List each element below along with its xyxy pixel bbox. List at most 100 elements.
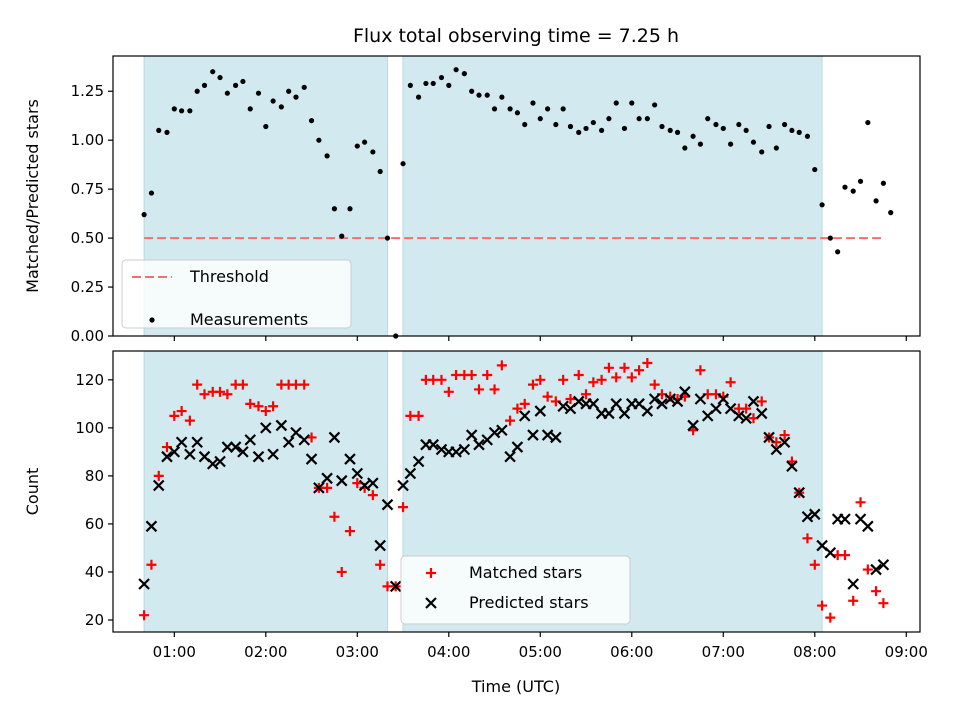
data-point — [331, 206, 338, 212]
data-point — [603, 407, 615, 420]
data-point — [473, 384, 484, 395]
data-point — [550, 431, 562, 444]
data-point — [674, 129, 681, 135]
data-point — [809, 508, 821, 521]
data-point — [407, 82, 413, 88]
data-point — [301, 84, 307, 90]
data-point — [201, 82, 208, 88]
y-tick-label: 120 — [75, 371, 104, 389]
data-point — [839, 550, 850, 561]
y-tick-label: 20 — [85, 611, 104, 629]
data-point — [171, 106, 177, 112]
data-point — [482, 370, 493, 381]
data-point — [229, 441, 242, 453]
data-point — [812, 166, 818, 173]
data-point — [329, 511, 340, 522]
data-point — [759, 149, 765, 155]
data-point — [629, 100, 635, 106]
data-point — [717, 393, 730, 405]
data-point — [176, 406, 187, 417]
data-point — [659, 123, 665, 130]
data-point — [649, 379, 660, 390]
legend: Threshold Measurements — [121, 259, 352, 329]
data-point — [618, 407, 631, 420]
x-tick-label: 04:00 — [427, 643, 470, 661]
data-point — [848, 595, 859, 606]
data-point — [728, 141, 734, 147]
x-tick-label: 07:00 — [702, 643, 745, 661]
data-point — [358, 479, 371, 492]
data-point — [750, 139, 757, 145]
data-point — [682, 145, 688, 151]
data-point — [275, 419, 288, 432]
panel-ratio: 0.00 0.25 0.50 0.75 1.00 1.25 Matched/Predicte… — [23, 55, 921, 345]
data-point — [381, 498, 394, 511]
data-point — [519, 398, 530, 409]
data-point — [489, 384, 500, 395]
data-point — [747, 395, 760, 408]
data-point — [558, 374, 569, 385]
data-point — [367, 490, 378, 501]
data-point — [217, 74, 223, 81]
data-point — [252, 450, 265, 463]
data-point — [496, 360, 507, 371]
data-point — [224, 90, 230, 96]
data-point — [138, 578, 150, 590]
data-point — [169, 410, 180, 421]
data-point — [847, 578, 859, 590]
data-point — [796, 129, 802, 135]
data-point — [588, 377, 599, 388]
data-point — [199, 389, 210, 400]
data-point — [778, 436, 791, 449]
data-point — [384, 235, 391, 241]
legend-label: Matched stars — [469, 563, 582, 582]
data-point — [313, 482, 325, 494]
data-point — [221, 441, 234, 453]
data-point — [469, 88, 475, 94]
data-point — [152, 479, 165, 492]
data-point — [862, 564, 873, 575]
data-point — [465, 429, 478, 441]
data-point — [610, 398, 623, 410]
data-point — [237, 446, 249, 458]
data-point — [210, 69, 216, 75]
data-point — [175, 436, 188, 449]
data-point — [842, 184, 848, 190]
y-axis-label: Count — [23, 468, 42, 516]
data-point — [192, 379, 203, 390]
data-point — [476, 92, 482, 98]
data-point — [244, 434, 257, 446]
data-point — [736, 121, 742, 128]
data-point — [786, 460, 798, 473]
data-point — [690, 133, 696, 139]
data-point — [336, 566, 347, 577]
data-point — [804, 133, 811, 139]
data-point — [156, 127, 162, 134]
data-point — [652, 102, 658, 108]
data-point — [247, 106, 253, 112]
data-point — [443, 386, 454, 397]
chart-title: Flux total observing time = 7.25 h — [353, 25, 679, 47]
y-tick-label: 60 — [85, 515, 104, 533]
data-point — [801, 510, 814, 523]
data-point — [522, 121, 528, 128]
data-point — [507, 106, 513, 112]
data-point — [888, 210, 894, 216]
data-point — [641, 405, 654, 417]
legend: Matched stars Predicted stars — [400, 555, 631, 625]
data-point — [557, 400, 569, 413]
data-point — [344, 453, 356, 465]
data-point — [865, 119, 871, 126]
data-point — [293, 94, 299, 100]
data-point — [773, 145, 779, 151]
data-point — [153, 470, 164, 481]
data-point — [339, 233, 345, 239]
data-point — [412, 455, 425, 468]
data-point — [825, 612, 836, 623]
data-point — [671, 395, 684, 408]
data-point — [324, 153, 330, 159]
data-point — [793, 486, 806, 499]
data-point — [286, 88, 292, 94]
data-point — [512, 403, 523, 414]
data-point — [413, 410, 424, 421]
